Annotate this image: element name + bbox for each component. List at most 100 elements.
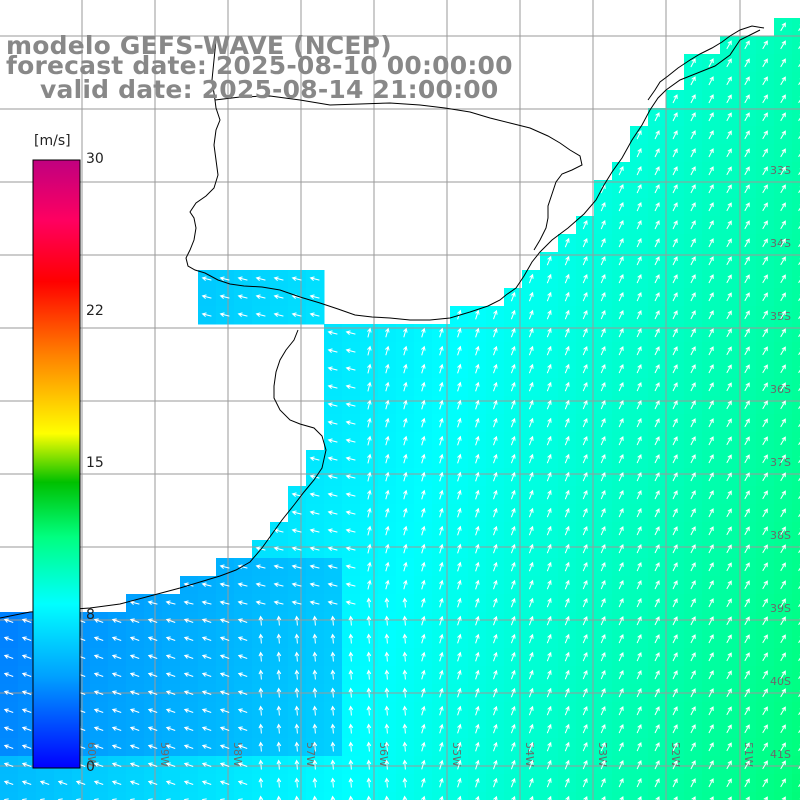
wind-arrow [457,489,462,500]
wind-arrow [93,708,104,713]
wind-arrow [237,582,248,587]
wind-arrow [708,508,714,518]
wind-arrow [291,528,302,533]
wind-arrow [744,220,750,230]
wind-arrow [618,309,624,320]
wind-arrow [312,669,318,680]
latitude-label: 41S [770,748,791,761]
wind-arrow [510,525,516,536]
wind-arrow [510,471,516,482]
wind-arrow [3,744,14,749]
wind-arrow [636,237,642,248]
wind-arrow [672,616,678,626]
wind-arrow [93,618,104,623]
wind-cell [792,612,800,631]
wind-arrow [493,579,498,590]
wind-arrow [798,546,800,554]
wind-arrow [421,579,426,590]
wind-arrow [457,363,462,374]
wind-arrow [744,328,750,338]
wind-arrow [726,220,732,230]
wind-arrow [312,615,318,626]
wind-arrow [201,672,212,677]
wind-arrow [291,546,302,551]
wind-arrow [147,726,158,731]
wind-arrow [546,705,552,716]
wind-arrow [219,276,230,281]
wind-arrow [421,615,426,626]
wind-arrow [475,309,480,320]
wind-cell [144,792,163,800]
wind-arrow [690,652,696,662]
wind-arrow [475,525,480,536]
wind-arrow [780,706,786,716]
wind-arrow [762,292,768,302]
wind-arrow [798,474,800,482]
wind-arrow [744,166,750,176]
wind-arrow [780,544,786,554]
wind-arrow [201,276,212,281]
wind-arrow [384,651,390,662]
wind-cell [792,342,800,361]
wind-arrow [510,345,516,356]
wind-arrow [600,363,606,374]
wind-arrow [564,489,570,500]
wind-arrow [672,652,678,662]
wind-arrow [384,777,390,788]
latitude-label: 35S [770,310,791,323]
wind-arrow [654,436,660,446]
wind-arrow [348,615,354,626]
wind-arrow [798,384,800,392]
wind-arrow [744,184,750,194]
wind-arrow [798,348,800,356]
wind-arrow [690,670,696,680]
wind-arrow [546,579,552,590]
latitude-label: 40S [770,675,791,688]
wind-arrow [780,472,786,482]
wind-arrow [762,580,768,590]
wind-arrow [475,669,480,680]
wind-arrow [493,417,498,428]
wind-cell [792,252,800,271]
wind-arrow [276,615,282,626]
wind-arrow [672,346,678,356]
wind-arrow [475,777,480,788]
wind-arrow [564,579,570,590]
wind-cell [792,630,800,649]
wind-arrow [493,777,498,788]
wind-arrow [237,762,248,767]
wind-arrow [780,634,786,644]
wind-arrow [690,598,696,608]
wind-arrow [219,564,230,569]
wind-arrow [690,562,696,572]
wind-arrow [165,636,176,641]
wind-arrow [327,456,338,461]
wind-arrow [654,310,660,320]
model-title: modelo GEFS-WAVE (NCEP) [6,31,392,60]
wind-cell [792,126,800,145]
wind-arrow [546,507,552,518]
wind-arrow [564,687,570,698]
wind-arrow [147,618,158,623]
wind-cell [0,792,19,800]
wind-arrow [312,795,318,800]
wind-arrow [744,598,750,608]
wind-cell [612,792,631,800]
wind-arrow [618,327,624,338]
wind-arrow [201,780,212,785]
colorbar-units: [m/s] [34,133,71,149]
wind-arrow [564,777,570,788]
longitude-label: 57W [304,742,317,767]
wind-arrow [312,777,318,788]
wind-arrow [780,724,786,734]
wind-cell [792,558,800,577]
wind-arrow [762,472,768,482]
wind-arrow [75,780,86,785]
wind-arrow [780,112,786,122]
wind-arrow [258,687,264,698]
wind-arrow [672,382,678,392]
wind-arrow [129,672,140,677]
wind-arrow [421,327,426,338]
wind-arrow [457,741,462,752]
wind-arrow [510,309,516,320]
